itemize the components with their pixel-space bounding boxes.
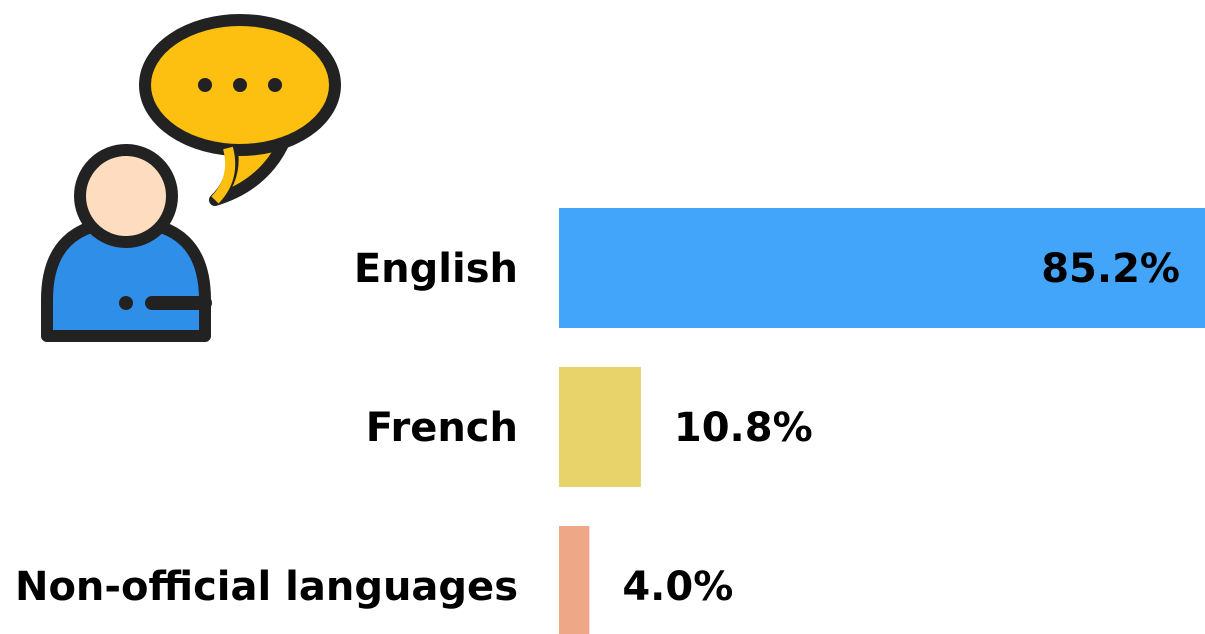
bar [559,208,1205,328]
person-icon [41,144,212,342]
category-label: English [354,246,518,292]
value-label: 85.2% [1041,246,1180,292]
value-label: 4.0% [622,564,733,610]
category-label: French [366,405,518,451]
value-label: 10.8% [674,405,813,451]
bar [559,367,641,487]
bar [559,526,590,634]
speech-icon [139,14,341,206]
category-label: Non-official languages [15,564,518,610]
